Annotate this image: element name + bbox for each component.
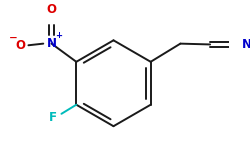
Text: +: + [55, 31, 62, 40]
Text: F: F [49, 111, 57, 124]
Text: N: N [242, 38, 250, 51]
Text: N: N [46, 37, 56, 50]
Text: O: O [15, 39, 25, 52]
Text: −: − [9, 33, 18, 43]
Text: O: O [46, 3, 56, 16]
